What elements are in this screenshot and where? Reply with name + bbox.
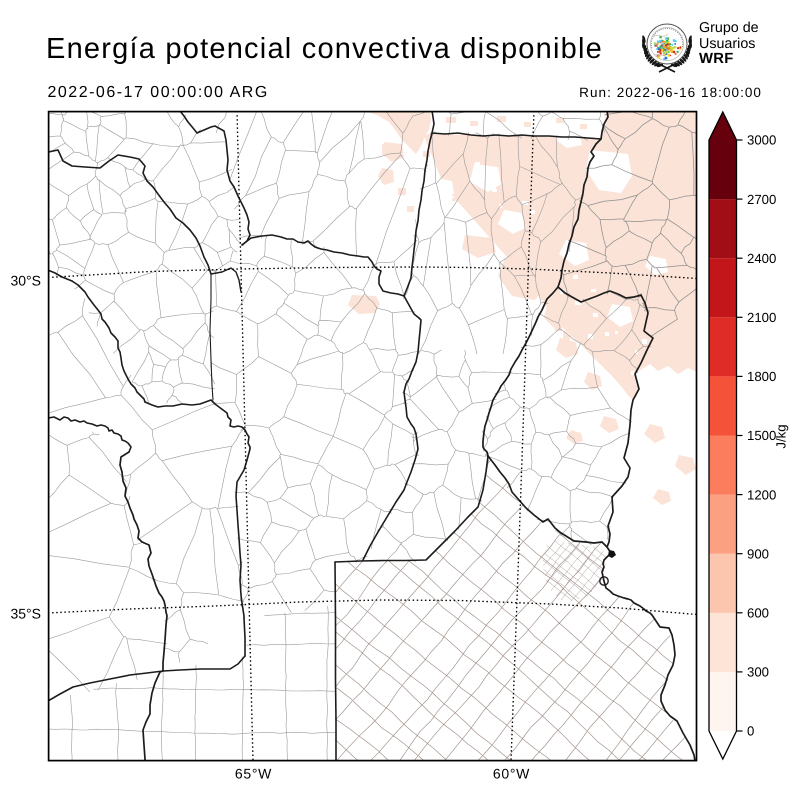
svg-text:3000: 3000 (747, 133, 776, 148)
svg-text:2700: 2700 (747, 192, 776, 207)
svg-text:Usuarios: Usuarios (699, 36, 755, 52)
svg-text:2400: 2400 (747, 251, 776, 266)
svg-text:1200: 1200 (747, 487, 776, 502)
svg-text:Run: 2022-06-16 18:00:00: Run: 2022-06-16 18:00:00 (579, 85, 762, 100)
svg-text:WRF: WRF (699, 51, 734, 67)
svg-text:600: 600 (747, 606, 769, 621)
svg-text:Energía potencial convectiva d: Energía potencial convectiva disponible (46, 33, 603, 65)
svg-text:0: 0 (747, 724, 754, 739)
svg-text:35°S: 35°S (10, 606, 41, 622)
svg-text:30°S: 30°S (10, 272, 41, 288)
svg-text:1500: 1500 (747, 428, 776, 443)
svg-text:60°W: 60°W (493, 765, 530, 781)
svg-text:Grupo de: Grupo de (699, 20, 759, 36)
svg-text:65°W: 65°W (235, 765, 272, 781)
svg-text:J/kg: J/kg (774, 424, 789, 448)
svg-text:2100: 2100 (747, 310, 776, 325)
svg-text:1800: 1800 (747, 369, 776, 384)
svg-text:300: 300 (747, 665, 769, 680)
svg-text:900: 900 (747, 546, 769, 561)
svg-text:2022-06-17 00:00:00 ARG: 2022-06-17 00:00:00 ARG (48, 84, 269, 101)
